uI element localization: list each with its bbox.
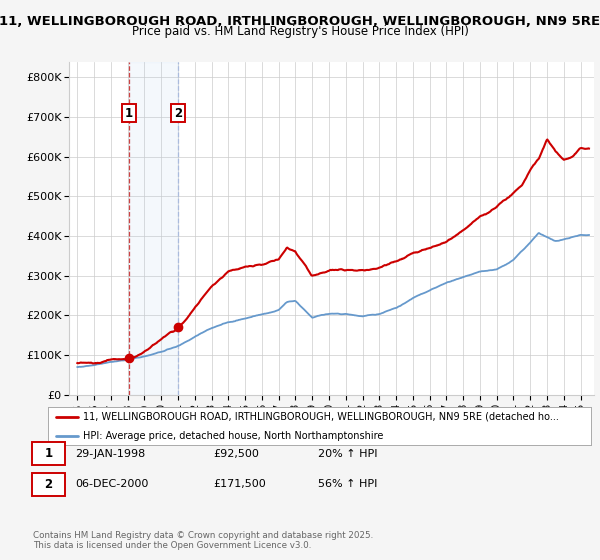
Text: 56% ↑ HPI: 56% ↑ HPI <box>318 479 377 489</box>
Bar <box>129 62 178 395</box>
Text: 2: 2 <box>44 478 53 491</box>
Text: HPI: Average price, detached house, North Northamptonshire: HPI: Average price, detached house, Nort… <box>83 431 383 441</box>
Text: 1: 1 <box>125 107 133 120</box>
Text: Contains HM Land Registry data © Crown copyright and database right 2025.
This d: Contains HM Land Registry data © Crown c… <box>33 530 373 550</box>
Text: 1: 1 <box>44 447 53 460</box>
Text: 2: 2 <box>174 107 182 120</box>
Text: 29-JAN-1998: 29-JAN-1998 <box>75 449 145 459</box>
Text: 06-DEC-2000: 06-DEC-2000 <box>75 479 148 489</box>
Text: 11, WELLINGBOROUGH ROAD, IRTHLINGBOROUGH, WELLINGBOROUGH, NN9 5RE: 11, WELLINGBOROUGH ROAD, IRTHLINGBOROUGH… <box>0 15 600 27</box>
Text: 11, WELLINGBOROUGH ROAD, IRTHLINGBOROUGH, WELLINGBOROUGH, NN9 5RE (detached ho..: 11, WELLINGBOROUGH ROAD, IRTHLINGBOROUGH… <box>83 412 559 422</box>
Text: Price paid vs. HM Land Registry's House Price Index (HPI): Price paid vs. HM Land Registry's House … <box>131 25 469 38</box>
Text: 20% ↑ HPI: 20% ↑ HPI <box>318 449 377 459</box>
Text: £92,500: £92,500 <box>213 449 259 459</box>
Text: £171,500: £171,500 <box>213 479 266 489</box>
